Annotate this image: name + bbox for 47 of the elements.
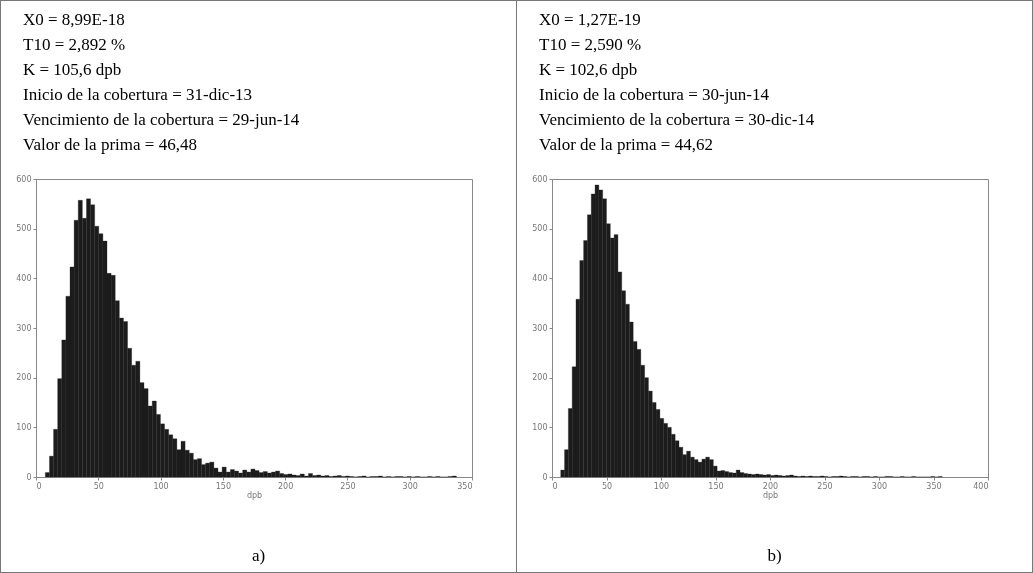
- y-tick-label: 0: [26, 472, 32, 482]
- x-tick-label: 0: [36, 481, 42, 491]
- x-tick-label: 300: [402, 481, 418, 491]
- y-tick-label: 600: [532, 174, 548, 184]
- x-tick-label: 50: [93, 481, 104, 491]
- y-tick-label: 500: [16, 224, 32, 234]
- x-tick-label: 150: [708, 481, 724, 491]
- text: Inicio de la cobertura = 30-jun-14: [539, 84, 771, 106]
- x-axis-title: dpb: [246, 490, 263, 500]
- x-tick-label: 250: [817, 481, 833, 491]
- y-tick-label: 400: [16, 273, 32, 283]
- y-tick-label: 500: [532, 224, 548, 234]
- y-tick-label: 200: [16, 373, 32, 383]
- x-tick-label: 250: [340, 481, 356, 491]
- x-axis-title: dpb: [762, 490, 779, 500]
- text: X0 = 8,99E-18: [23, 9, 126, 31]
- x-tick-label: 200: [762, 481, 779, 491]
- text: Vencimiento de la cobertura = 29-jun-14: [23, 109, 301, 131]
- y-tick-label: 200: [532, 373, 548, 383]
- text: Vencimiento de la cobertura = 30-dic-14: [539, 109, 816, 131]
- y-tick-label: 300: [532, 323, 548, 333]
- x-tick-label: 150: [215, 481, 231, 491]
- x-tick-label: 50: [601, 481, 613, 491]
- x-tick-label: 200: [278, 481, 294, 491]
- text: T10 = 2,892 %: [23, 34, 127, 56]
- x-tick-label: 100: [153, 481, 169, 491]
- x-tick-label: 350: [457, 481, 473, 491]
- text: Inicio de la cobertura = 31-dic-13: [23, 84, 254, 106]
- x-tick-label: 0: [552, 481, 558, 491]
- text: b): [766, 546, 783, 566]
- text: T10 = 2,590 %: [539, 34, 643, 56]
- x-tick-label: 400: [973, 481, 989, 491]
- y-tick-label: 0: [542, 472, 548, 482]
- y-tick-label: 100: [16, 422, 32, 432]
- y-tick-label: 300: [16, 323, 32, 333]
- text: Valor de la prima = 44,62: [539, 134, 714, 156]
- y-tick-label: 600: [16, 174, 32, 184]
- text: X0 = 1,27E-19: [539, 9, 642, 31]
- text: K = 102,6 dpb: [539, 59, 639, 81]
- text: Valor de la prima = 46,48: [23, 134, 198, 156]
- x-tick-label: 100: [653, 481, 670, 491]
- y-tick-label: 100: [532, 422, 548, 432]
- x-tick-label: 300: [871, 481, 888, 491]
- text: a): [250, 546, 267, 566]
- y-tick-label: 400: [532, 273, 548, 283]
- x-tick-label: 350: [926, 481, 942, 491]
- text: K = 105,6 dpb: [23, 59, 123, 81]
